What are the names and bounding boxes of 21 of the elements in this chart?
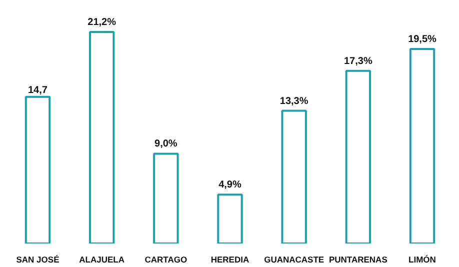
- x-tick-label: GUANACASTE: [264, 254, 324, 264]
- data-label: 17,3%: [344, 56, 372, 67]
- bar: [153, 152, 179, 244]
- bar: [24, 96, 51, 244]
- x-tick-label: SAN JOSÉ: [16, 254, 60, 264]
- data-label: 21,2%: [88, 16, 116, 28]
- bar: [217, 194, 243, 244]
- data-label: 9,0%: [154, 138, 178, 150]
- bar: [88, 30, 115, 244]
- x-tick-label: ALAJUELA: [79, 254, 125, 264]
- x-tick-label: LIMÓN: [408, 254, 436, 264]
- x-tick-label: PUNTARENAS: [328, 254, 388, 264]
- bar: [345, 70, 372, 244]
- bar: [281, 110, 307, 244]
- data-label: 19,5%: [408, 34, 437, 45]
- x-tick-label: CARTAGO: [144, 254, 188, 264]
- data-label: 14,7: [28, 84, 48, 96]
- data-label: 13,3%: [280, 96, 308, 107]
- x-tick-label: HEREDIA: [210, 254, 250, 264]
- data-label: 4,9%: [218, 180, 242, 191]
- bar: [409, 48, 436, 244]
